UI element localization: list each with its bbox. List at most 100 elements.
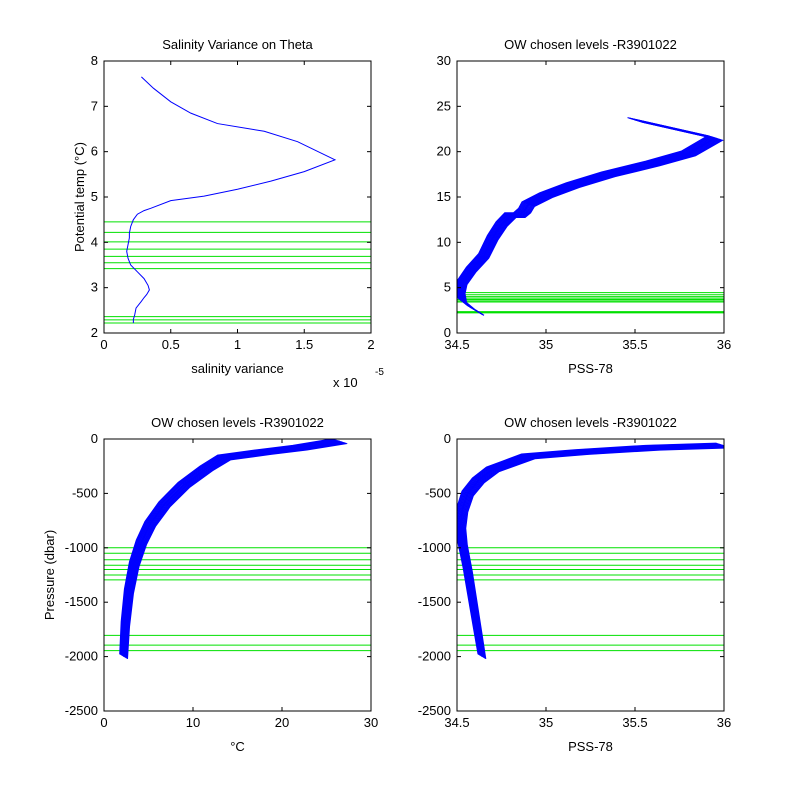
profile-line — [458, 444, 722, 657]
profile-line — [464, 121, 724, 316]
x-axis-label: PSS-78 — [568, 361, 613, 376]
profile-line — [123, 440, 340, 657]
profile-line — [457, 443, 719, 656]
y-tick-label: -500 — [425, 485, 451, 500]
x-tick-label: 36 — [717, 715, 731, 730]
plot-2: 34.5 35 35.5 36 0 5 10 15 20 25 30 OW chosen levels… — [437, 37, 732, 376]
series-group — [126, 76, 337, 324]
plot-4: 34.5 35 35.5 36 -2500 -2000 -1500 -1000 -500 0 OW … — [418, 415, 731, 754]
x-tick-label: 36 — [717, 337, 731, 352]
x-tick-label: 0 — [100, 337, 107, 352]
profile-line — [465, 447, 724, 659]
y-tick-label: 2 — [91, 325, 98, 340]
x-tick-label: 34.5 — [444, 715, 469, 730]
profile-line — [461, 445, 724, 658]
profile-line — [459, 119, 717, 314]
x-axis-label: °C — [230, 739, 245, 754]
x-tick-label: 35.5 — [622, 337, 647, 352]
y-tick-label: 0 — [444, 431, 451, 446]
profile-line — [125, 441, 345, 658]
y-tick-label: -1000 — [418, 540, 451, 555]
y-tick-label: 3 — [91, 280, 98, 295]
profile-line — [124, 441, 343, 658]
y-tick-label: 8 — [91, 53, 98, 68]
y-tick-label: 5 — [444, 280, 451, 295]
x-tick-label: 30 — [364, 715, 378, 730]
profile-line — [126, 442, 347, 659]
x-axis-label: PSS-78 — [568, 739, 613, 754]
y-tick-label: 0 — [444, 325, 451, 340]
profile-line — [459, 119, 717, 314]
profile-line — [123, 440, 340, 657]
y-tick-label: 15 — [437, 189, 451, 204]
profile-line — [126, 442, 348, 659]
profile-line — [122, 440, 339, 657]
y-tick-label: -1500 — [65, 594, 98, 609]
y-tick-label: -2500 — [65, 703, 98, 718]
x-tick-label: 20 — [275, 715, 289, 730]
plot-1: 0 0.5 1 1.5 2 2 3 4 5 6 7 8 Salinity Variance on The… — [72, 37, 384, 390]
profile-line — [460, 119, 718, 314]
y-tick-label: 10 — [437, 234, 451, 249]
x-tick-label: 2 — [367, 337, 374, 352]
profile-line — [462, 446, 724, 659]
x-tick-label: 35 — [539, 715, 553, 730]
y-tick-label: 20 — [437, 144, 451, 159]
y-tick-label: -1500 — [418, 594, 451, 609]
profile-line — [462, 446, 724, 658]
y-tick-label: 6 — [91, 144, 98, 159]
y-tick-label: 4 — [91, 234, 98, 249]
profile-line — [124, 441, 344, 658]
profile-line — [125, 442, 346, 659]
profile-line — [457, 443, 721, 656]
x-tick-label: 34.5 — [444, 337, 469, 352]
x-tick-label: 1 — [234, 337, 241, 352]
axes-frame — [103, 60, 372, 334]
x-tick-label: 0.5 — [162, 337, 180, 352]
profile-line — [459, 444, 723, 657]
axes-frame — [103, 438, 372, 712]
x-tick-label: 10 — [186, 715, 200, 730]
x-axis-label: salinity variance — [191, 361, 284, 376]
profile-line — [457, 117, 710, 312]
y-tick-label: 5 — [91, 189, 98, 204]
profile-line — [460, 445, 724, 658]
y-axis-label: Pressure (dbar) — [42, 530, 57, 620]
profile-line — [457, 117, 712, 312]
chart-title: OW chosen levels -R3901022 — [504, 415, 677, 430]
profile-line — [126, 76, 337, 324]
profile-line — [123, 440, 341, 657]
y-tick-label: 0 — [91, 431, 98, 446]
y-tick-label: 30 — [437, 53, 451, 68]
y-tick-label: -2000 — [418, 649, 451, 664]
profile-line — [460, 444, 724, 657]
x-tick-label: 35 — [539, 337, 553, 352]
series-group — [119, 439, 348, 659]
series-group — [457, 117, 724, 316]
profile-line — [120, 439, 335, 655]
chart-title: OW chosen levels -R3901022 — [151, 415, 324, 430]
chart-title: OW chosen levels -R3901022 — [504, 37, 677, 52]
chart-title: Salinity Variance on Theta — [162, 37, 313, 52]
profile-line — [457, 442, 718, 655]
y-tick-label: -500 — [72, 485, 98, 500]
y-axis-label: Potential temp (°C) — [72, 142, 87, 252]
x-axis-multiplier: x 10 — [333, 375, 358, 390]
profile-line — [457, 118, 713, 313]
series-group — [457, 442, 724, 659]
y-tick-label: -2500 — [418, 703, 451, 718]
profile-line — [459, 119, 716, 314]
profile-line — [460, 444, 724, 657]
y-tick-label: 7 — [91, 98, 98, 113]
x-tick-label: 0 — [100, 715, 107, 730]
profile-line — [119, 439, 334, 655]
profile-line — [458, 118, 714, 313]
x-tick-label: 1.5 — [295, 337, 313, 352]
y-tick-label: -1000 — [65, 540, 98, 555]
profile-line — [457, 443, 720, 656]
profile-line — [463, 446, 724, 659]
axes-frame — [456, 438, 725, 712]
plot-3: 0 10 20 30 -2500 -2000 -1500 -1000 -500 0 OW chose… — [42, 415, 378, 754]
profile-line — [119, 439, 333, 655]
